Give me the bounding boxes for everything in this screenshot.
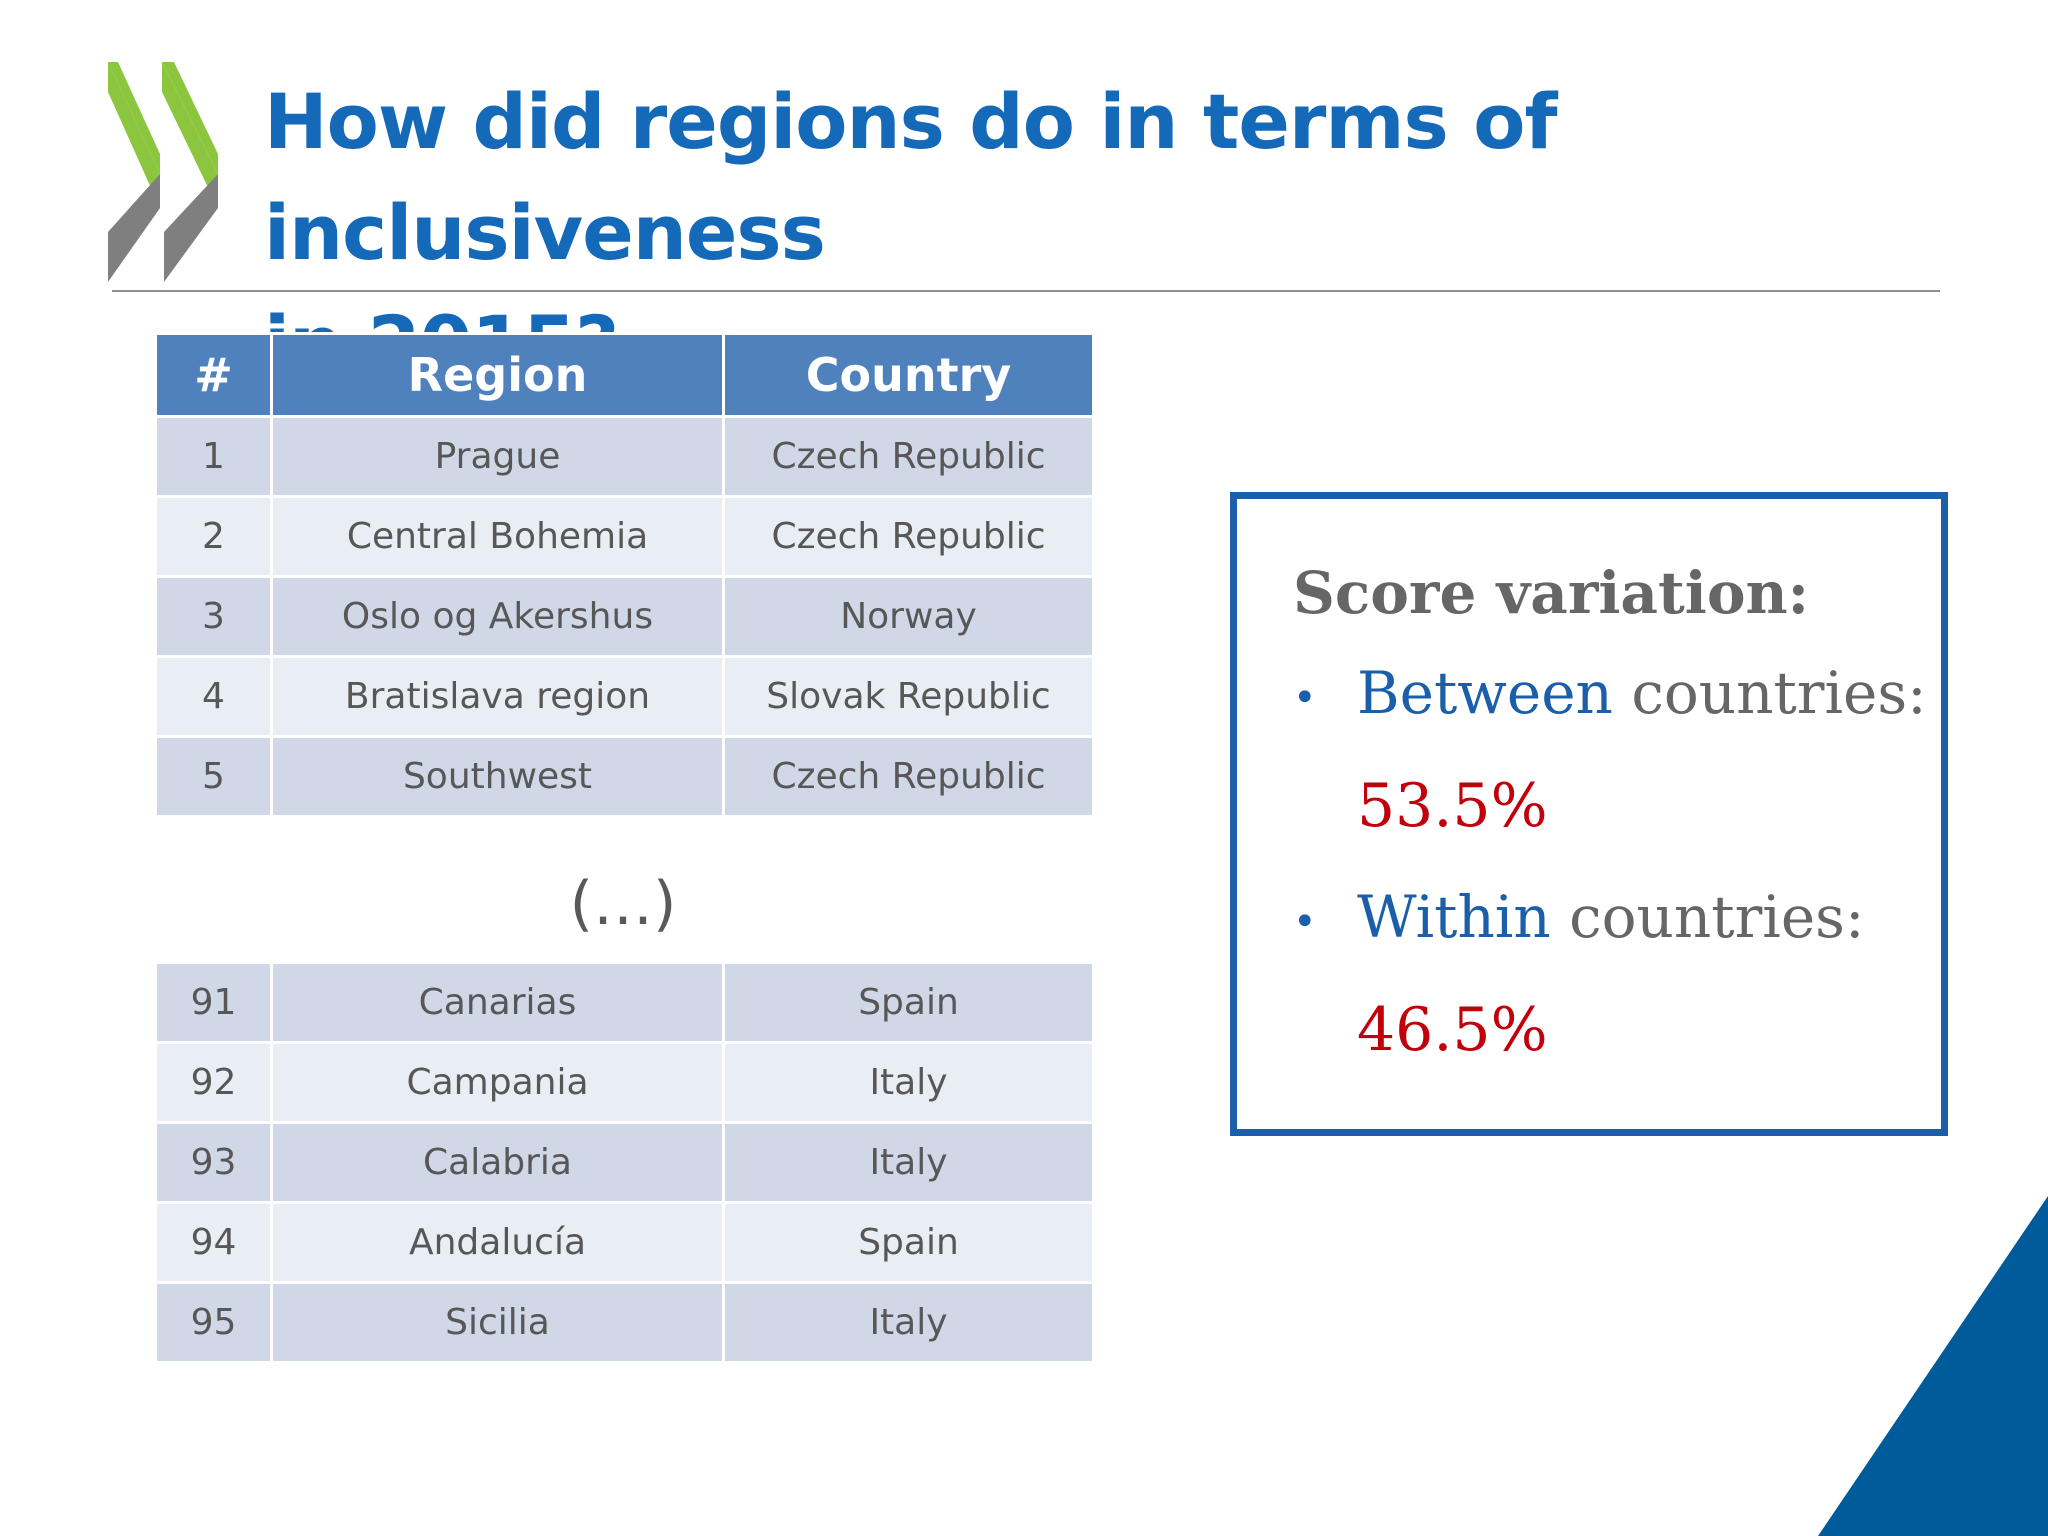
table-header-row: # Region Country bbox=[154, 332, 1095, 418]
cell-rank: 92 bbox=[154, 1041, 273, 1124]
table-row: 1 Prague Czech Republic bbox=[154, 415, 1095, 498]
header-region: Region bbox=[270, 332, 725, 418]
within-label: countries: bbox=[1550, 883, 1865, 951]
between-countries-line: • Between countries: bbox=[1293, 659, 1927, 727]
cell-region: Calabria bbox=[270, 1121, 725, 1204]
table-ellipsis: (…) bbox=[569, 869, 677, 939]
cell-rank: 5 bbox=[154, 735, 273, 818]
score-variation-box: Score variation: • Between countries: 53.… bbox=[1230, 492, 1948, 1136]
cell-region: Oslo og Akershus bbox=[270, 575, 725, 658]
title-line-1: How did regions do in terms of inclusive… bbox=[264, 77, 1558, 277]
cell-country: Italy bbox=[722, 1041, 1095, 1124]
top-regions-table: # Region Country 1 Prague Czech Republic… bbox=[154, 332, 1095, 818]
within-countries-line: • Within countries: bbox=[1293, 883, 1864, 951]
table-row: 93 Calabria Italy bbox=[154, 1121, 1095, 1204]
cell-country: Czech Republic bbox=[722, 735, 1095, 818]
table-row: 2 Central Bohemia Czech Republic bbox=[154, 495, 1095, 578]
cell-country: Italy bbox=[722, 1121, 1095, 1204]
title-divider bbox=[112, 290, 1940, 292]
cell-rank: 2 bbox=[154, 495, 273, 578]
within-value: 46.5% bbox=[1357, 995, 1548, 1065]
cell-rank: 4 bbox=[154, 655, 273, 738]
cell-country: Spain bbox=[722, 961, 1095, 1044]
cell-country: Czech Republic bbox=[722, 415, 1095, 498]
table-row: 4 Bratislava region Slovak Republic bbox=[154, 655, 1095, 738]
cell-country: Czech Republic bbox=[722, 495, 1095, 578]
within-keyword: Within bbox=[1357, 883, 1551, 951]
table-row: 92 Campania Italy bbox=[154, 1041, 1095, 1124]
bullet-icon: • bbox=[1293, 898, 1317, 945]
cell-region: Prague bbox=[270, 415, 725, 498]
cell-rank: 93 bbox=[154, 1121, 273, 1204]
table-row: 91 Canarias Spain bbox=[154, 961, 1095, 1044]
cell-region: Southwest bbox=[270, 735, 725, 818]
cell-region: Campania bbox=[270, 1041, 725, 1124]
cell-country: Spain bbox=[722, 1201, 1095, 1284]
cell-region: Canarias bbox=[270, 961, 725, 1044]
header-rank: # bbox=[154, 332, 273, 418]
cell-region: Andalucía bbox=[270, 1201, 725, 1284]
cell-region: Central Bohemia bbox=[270, 495, 725, 578]
between-label: countries: bbox=[1612, 659, 1927, 727]
header-country: Country bbox=[722, 332, 1095, 418]
cell-rank: 91 bbox=[154, 961, 273, 1044]
cell-country: Italy bbox=[722, 1281, 1095, 1364]
oecd-chevrons-icon bbox=[108, 62, 218, 282]
cell-rank: 94 bbox=[154, 1201, 273, 1284]
cell-country: Slovak Republic bbox=[722, 655, 1095, 738]
cell-rank: 95 bbox=[154, 1281, 273, 1364]
between-value: 53.5% bbox=[1357, 771, 1548, 841]
table-row: 94 Andalucía Spain bbox=[154, 1201, 1095, 1284]
table-row: 95 Sicilia Italy bbox=[154, 1281, 1095, 1364]
bullet-icon: • bbox=[1293, 674, 1317, 721]
cell-rank: 3 bbox=[154, 575, 273, 658]
score-variation-title: Score variation: bbox=[1293, 559, 1810, 627]
bottom-regions-table: 91 Canarias Spain 92 Campania Italy 93 C… bbox=[154, 961, 1095, 1364]
cell-region: Bratislava region bbox=[270, 655, 725, 738]
table-row: 3 Oslo og Akershus Norway bbox=[154, 575, 1095, 658]
cell-rank: 1 bbox=[154, 415, 273, 498]
blue-corner-triangle bbox=[1818, 1196, 2048, 1536]
between-keyword: Between bbox=[1357, 659, 1613, 727]
cell-country: Norway bbox=[722, 575, 1095, 658]
table-row: 5 Southwest Czech Republic bbox=[154, 735, 1095, 818]
cell-region: Sicilia bbox=[270, 1281, 725, 1364]
